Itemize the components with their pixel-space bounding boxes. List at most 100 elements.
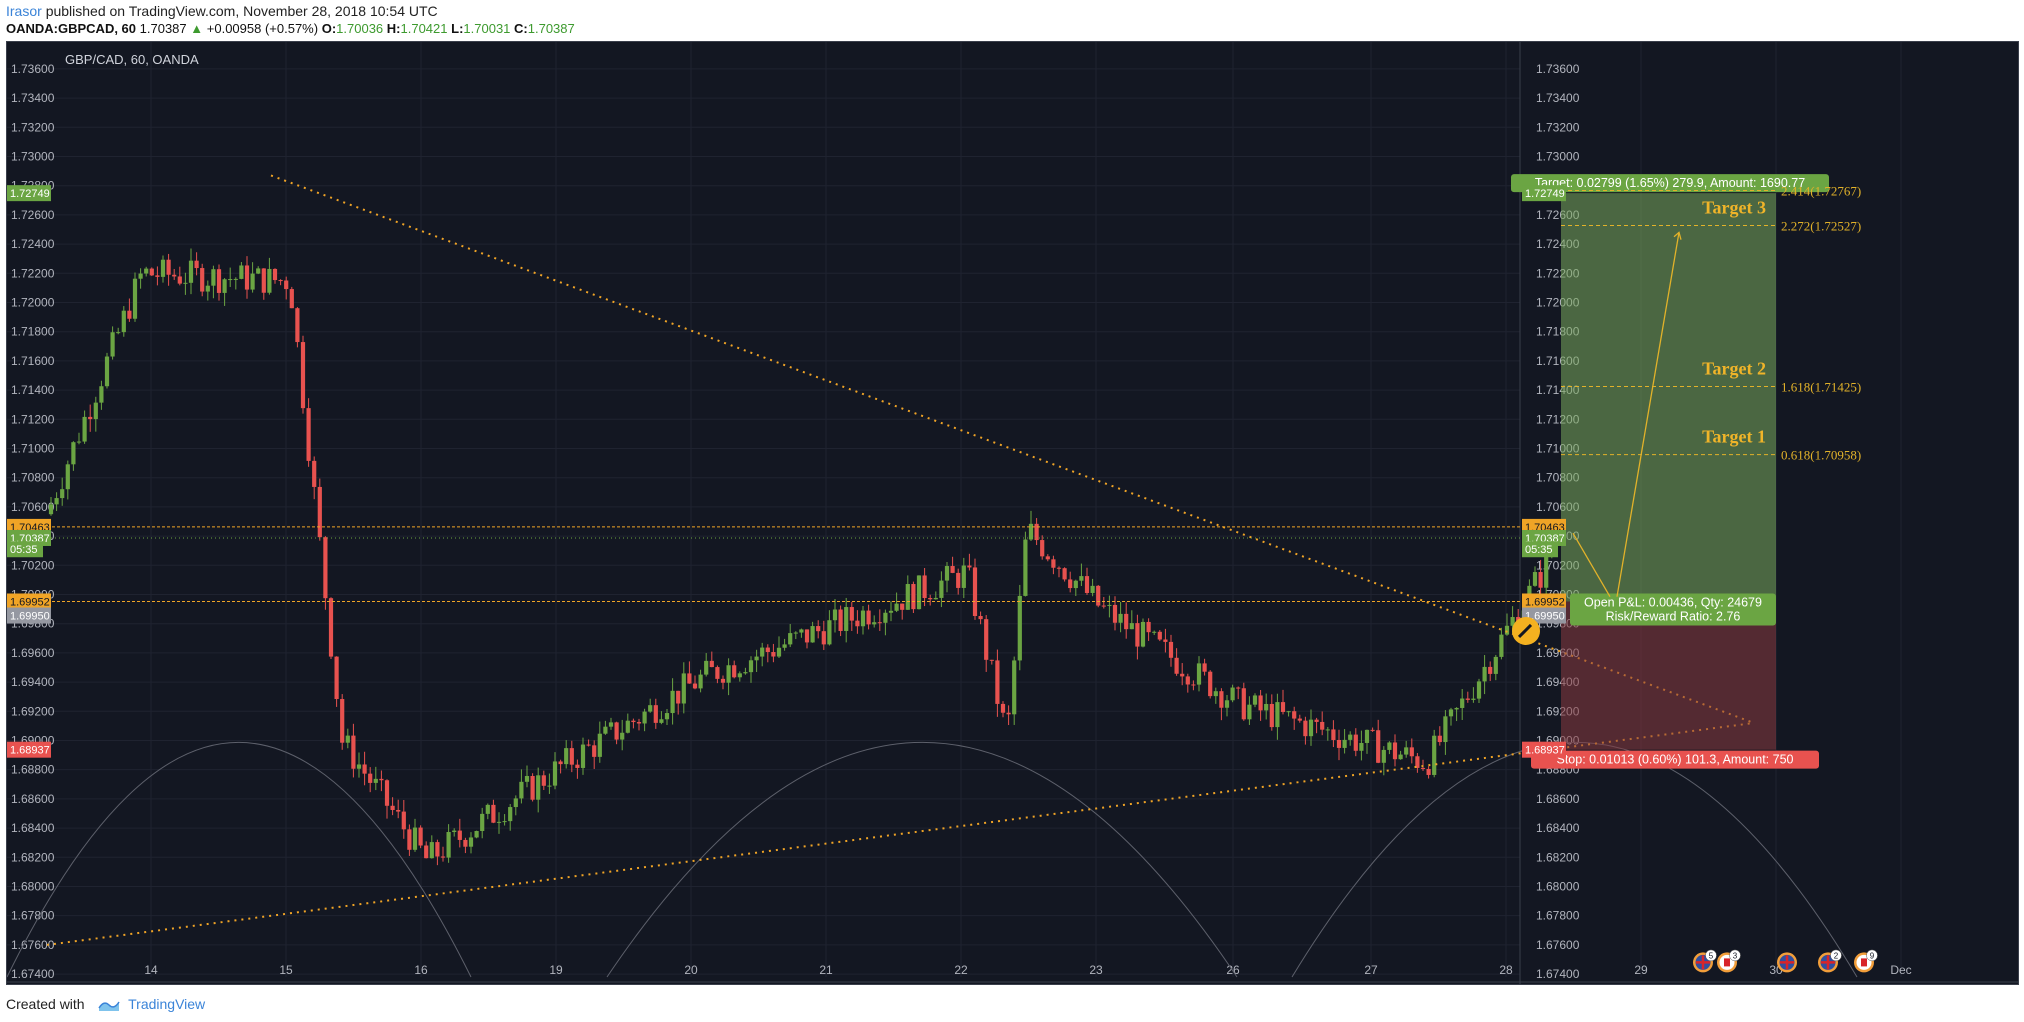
candle — [132, 272, 138, 322]
candle-body — [793, 632, 798, 634]
candle-body — [418, 827, 423, 846]
candle — [211, 265, 216, 299]
candle — [1241, 682, 1246, 721]
candle-body — [530, 776, 535, 800]
candle — [872, 615, 877, 628]
target-tag-text: Target: 0.02799 (1.65%) 279.9, Amount: 1… — [1535, 176, 1805, 190]
candle-body — [306, 408, 311, 461]
candle-body — [468, 837, 474, 847]
candle — [76, 432, 82, 445]
candle — [978, 611, 983, 625]
candle — [1325, 727, 1330, 741]
candle-body — [670, 690, 675, 714]
x-tick-label: 21 — [819, 963, 833, 977]
footer: Created with TradingView — [6, 996, 205, 1012]
candle — [1152, 630, 1157, 635]
candle-body — [1185, 676, 1190, 685]
candle-body — [631, 720, 636, 723]
stop-tag-text: Stop: 0.01013 (0.60%) 101.3, Amount: 750 — [1557, 753, 1794, 767]
y-tick-label-right: 1.73000 — [1536, 149, 1580, 163]
candle — [900, 603, 905, 620]
y-tick-label-right: 1.67800 — [1536, 909, 1580, 923]
candle-body — [379, 778, 384, 781]
candle-body — [1163, 639, 1168, 642]
candle-body — [597, 733, 602, 757]
candle-body — [1258, 695, 1263, 711]
candle-body — [575, 764, 580, 768]
x-tick-label: Dec — [1890, 963, 1911, 977]
candle-body — [1068, 579, 1073, 589]
candle-body — [1538, 572, 1543, 588]
candle-body — [424, 845, 429, 859]
candle — [732, 660, 737, 679]
candle-body — [513, 798, 518, 808]
price-marker-left: 1.69952 — [7, 593, 51, 610]
candle — [1096, 584, 1101, 608]
candle-body — [1241, 688, 1246, 720]
candle — [1079, 563, 1084, 587]
candle — [1101, 596, 1106, 609]
candle — [894, 592, 899, 613]
candle — [1163, 628, 1168, 653]
candle-body — [82, 416, 87, 442]
candle-body — [967, 565, 972, 568]
candle-body — [564, 748, 569, 765]
candle — [328, 597, 334, 660]
candle — [810, 621, 815, 643]
candle-body — [905, 584, 910, 610]
candle — [250, 262, 255, 293]
candle-body — [88, 416, 93, 420]
candle — [60, 477, 65, 506]
candle — [1376, 719, 1381, 764]
flag-cross — [1821, 955, 1835, 970]
price-marker-text: 05:35 — [1525, 544, 1553, 556]
y-tick-label-left: 1.73200 — [11, 120, 55, 134]
candle — [1090, 578, 1095, 597]
tradingview-link[interactable]: TradingView — [128, 996, 206, 1012]
candle-body — [496, 821, 502, 823]
candle-body — [776, 647, 782, 657]
candle-body — [1510, 617, 1515, 626]
candle — [317, 478, 322, 541]
candle — [1051, 555, 1056, 575]
y-tick-label-left: 1.73400 — [11, 91, 55, 105]
stop-tag-box — [1531, 750, 1819, 769]
cycle-arc — [606, 741, 1238, 978]
candle-body — [1045, 556, 1050, 560]
candle-body — [642, 711, 647, 724]
candle — [1073, 579, 1078, 596]
y-tick-label-left: 1.70200 — [11, 558, 55, 572]
candle — [569, 740, 574, 773]
candle-body — [816, 626, 821, 632]
candle-body — [435, 842, 440, 857]
chart-panel[interactable]: 1.67400 1.67400 1.67600 1.67600 1.67800 1.678… — [6, 41, 2019, 985]
target-label: Target 1 — [1702, 427, 1766, 447]
candle-body — [844, 607, 849, 631]
candle-body — [743, 672, 748, 674]
candle-body — [194, 260, 199, 269]
candle-body — [222, 279, 227, 293]
candle-body — [228, 279, 233, 281]
y-tick-label-left: 1.71000 — [11, 441, 55, 455]
candle — [776, 636, 782, 658]
candle-body — [289, 289, 294, 309]
candle-body — [71, 442, 76, 465]
candle-body — [1180, 673, 1185, 677]
candle — [664, 709, 670, 725]
candle — [547, 773, 552, 794]
candle-body — [984, 619, 989, 660]
candle — [743, 667, 748, 675]
x-tick-label: 15 — [279, 963, 293, 977]
candle — [1191, 680, 1196, 691]
candle-body — [1219, 691, 1224, 708]
candle-body — [1208, 671, 1213, 697]
candle-body — [760, 647, 765, 657]
candle-body — [956, 572, 961, 588]
author-link[interactable]: Irasor — [6, 3, 42, 19]
candle — [1488, 661, 1493, 682]
price-marker-text: 1.68937 — [10, 745, 50, 757]
event-count: 2 — [1834, 951, 1839, 960]
candle — [429, 835, 434, 859]
candle-body — [65, 464, 70, 490]
